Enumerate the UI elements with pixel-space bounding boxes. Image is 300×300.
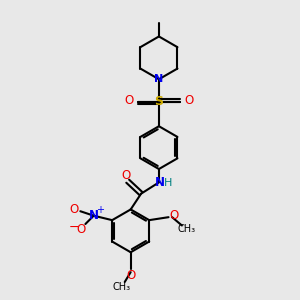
Text: CH₃: CH₃ bbox=[178, 224, 196, 234]
Text: N: N bbox=[154, 74, 164, 84]
Text: CH₃: CH₃ bbox=[113, 282, 131, 292]
Text: S: S bbox=[154, 95, 164, 108]
Text: O: O bbox=[122, 169, 131, 182]
Text: H: H bbox=[164, 178, 172, 188]
Text: O: O bbox=[126, 268, 135, 282]
Text: O: O bbox=[69, 203, 78, 216]
Text: N: N bbox=[154, 176, 164, 190]
Text: −: − bbox=[69, 220, 80, 233]
Text: O: O bbox=[184, 94, 193, 107]
Text: O: O bbox=[76, 223, 85, 236]
Text: +: + bbox=[96, 205, 104, 215]
Text: O: O bbox=[170, 209, 179, 222]
Text: N: N bbox=[89, 209, 99, 222]
Text: O: O bbox=[124, 94, 134, 107]
